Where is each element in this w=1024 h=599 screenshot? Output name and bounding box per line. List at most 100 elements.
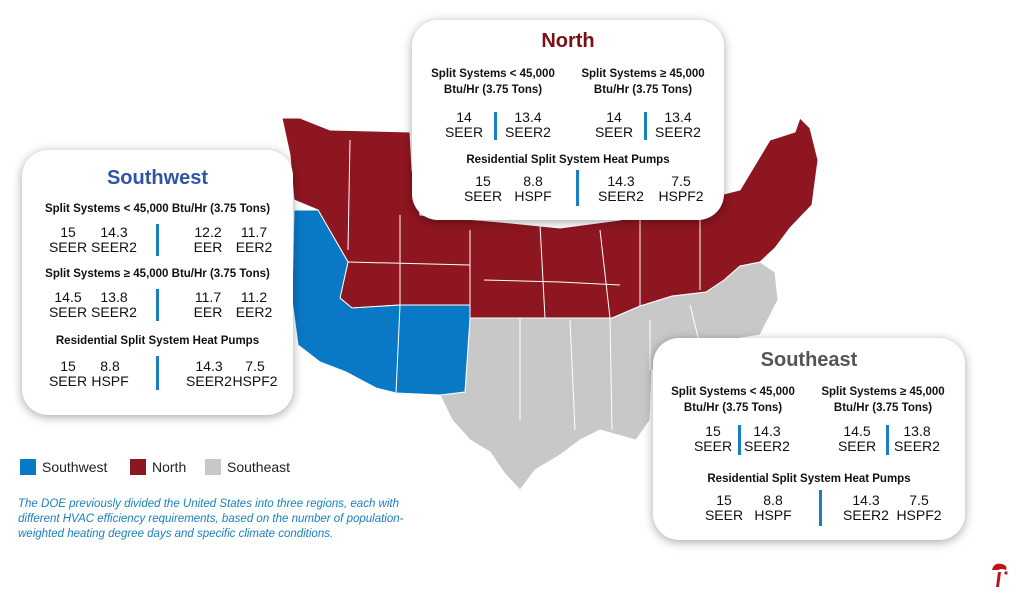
value-unit: SEER (704, 507, 744, 523)
value-unit: SEER (444, 124, 484, 140)
southeast-left-header-line1: Split Systems < 45,000 (671, 386, 795, 398)
north-hp-value-4: 7.5 HSPF2 (652, 174, 710, 204)
southeast-left-value-2: 14.3 SEER2 (741, 424, 793, 454)
value-number: 14.5 (843, 423, 871, 439)
southeast-card: Southeast Split Systems < 45,000 Btu/Hr … (653, 338, 965, 540)
southwest-s3-value-1: 15 SEER (44, 359, 92, 389)
southwest-s3-value-2: 8.8 HSPF (84, 359, 136, 389)
value-number: 14.3 (852, 492, 880, 508)
southwest-section-3-header: Residential Split System Heat Pumps (55, 335, 260, 347)
legend-item-southeast: Southeast (205, 458, 290, 476)
legend-label: Southwest (42, 459, 108, 475)
value-number: 12.2 (194, 224, 222, 240)
value-unit: EER (193, 304, 223, 320)
value-unit: SEER2 (598, 188, 644, 204)
southwest-s2-divider (156, 289, 159, 321)
value-unit: SEER (48, 239, 88, 255)
value-unit: SEER2 (505, 124, 551, 140)
legend-label: North (152, 459, 187, 475)
value-unit: HSPF2 (658, 188, 704, 204)
value-number: 13.4 (514, 109, 542, 125)
value-unit: SEER (48, 373, 88, 389)
value-unit: EER (193, 239, 223, 255)
southwest-s1-value-4: 11.7 EER2 (230, 225, 278, 255)
value-number: 14 (606, 109, 622, 125)
value-unit: SEER2 (91, 239, 137, 255)
value-unit: HSPF (514, 188, 552, 204)
southeast-hp-value-2: 8.8 HSPF (747, 493, 799, 523)
southeast-right-header: Split Systems ≥ 45,000 Btu/Hr (3.75 Tons… (809, 384, 957, 416)
southeast-hp-value-3: 14.3 SEER2 (837, 493, 895, 523)
southeast-hp-value-4: 7.5 HSPF2 (889, 493, 949, 523)
southwest-s2-value-3: 11.7 EER (184, 290, 232, 320)
footnote: The DOE previously divided the United St… (18, 498, 404, 540)
value-number: 14.5 (54, 289, 82, 305)
north-left-header-line2: Btu/Hr (3.75 Tons) (443, 84, 543, 96)
value-number: 11.2 (240, 289, 268, 305)
north-right-divider (644, 112, 647, 140)
value-number: 8.8 (100, 358, 120, 374)
value-number: 14 (456, 109, 472, 125)
value-number: 15 (60, 358, 76, 374)
north-left-value-1: 14 SEER (436, 110, 492, 140)
value-unit: HSPF (754, 507, 792, 523)
north-hp-value-3: 14.3 SEER2 (592, 174, 650, 204)
north-swatch (130, 459, 146, 475)
value-unit: HSPF (91, 373, 129, 389)
value-unit: SEER (693, 438, 733, 454)
value-number: 7.5 (909, 492, 929, 508)
southwest-section-1-header: Split Systems < 45,000 Btu/Hr (3.75 Tons… (44, 203, 271, 215)
southeast-right-header-line2: Btu/Hr (3.75 Tons) (833, 402, 933, 414)
southwest-s2-value-1: 14.5 SEER (44, 290, 92, 320)
north-left-header-line1: Split Systems < 45,000 (431, 68, 555, 80)
legend-item-north: North (130, 458, 186, 476)
value-number: 7.5 (671, 173, 691, 189)
value-number: 14.3 (753, 423, 781, 439)
southwest-s2-value-2: 13.8 SEER2 (86, 290, 142, 320)
southwest-s1-value-3: 12.2 EER (184, 225, 232, 255)
value-number: 7.5 (245, 358, 265, 374)
value-number: 11.7 (194, 289, 222, 305)
southwest-card: Southwest Split Systems < 45,000 Btu/Hr … (22, 150, 293, 415)
southeast-left-value-1: 15 SEER (689, 424, 737, 454)
north-right-value-2: 13.4 SEER2 (650, 110, 706, 140)
value-unit: HSPF2 (232, 373, 278, 389)
southeast-right-header-line1: Split Systems ≥ 45,000 (821, 386, 945, 398)
north-right-header-line2: Btu/Hr (3.75 Tons) (593, 84, 693, 96)
value-number: 14.3 (195, 358, 223, 374)
southeast-title: Southeast (760, 349, 858, 371)
southwest-s3-value-4: 7.5 HSPF2 (228, 359, 282, 389)
southeast-left-header: Split Systems < 45,000 Btu/Hr (3.75 Tons… (659, 384, 807, 416)
north-hp-value-1: 15 SEER (458, 174, 508, 204)
southeast-hp-value-1: 15 SEER (699, 493, 749, 523)
legend-item-southwest: Southwest (20, 458, 107, 476)
value-unit: HSPF2 (896, 507, 942, 523)
value-unit: SEER2 (894, 438, 940, 454)
southeast-right-value-1: 14.5 SEER (831, 424, 883, 454)
north-right-value-1: 14 SEER (586, 110, 642, 140)
southwest-s1-divider (156, 224, 159, 256)
north-card: North Split Systems < 45,000 Btu/Hr (3.7… (412, 20, 724, 220)
north-left-value-2: 13.4 SEER2 (500, 110, 556, 140)
southeast-right-divider (886, 425, 889, 455)
value-unit: EER2 (235, 239, 273, 255)
legend-label: Southeast (227, 459, 291, 475)
value-unit: SEER2 (186, 373, 232, 389)
north-left-divider (494, 112, 497, 140)
value-unit: SEER2 (744, 438, 790, 454)
southwest-s3-divider (156, 356, 159, 390)
north-hp-value-2: 8.8 HSPF (508, 174, 558, 204)
southeast-right-value-2: 13.8 SEER2 (889, 424, 945, 454)
southeast-swatch (205, 459, 221, 475)
north-right-header-line1: Split Systems ≥ 45,000 (581, 68, 705, 80)
southwest-title: Southwest (106, 167, 209, 189)
value-number: 15 (60, 224, 76, 240)
value-number: 15 (705, 423, 721, 439)
southwest-s2-value-4: 11.2 EER2 (230, 290, 278, 320)
southwest-swatch (20, 459, 36, 475)
value-unit: SEER (48, 304, 88, 320)
north-hp-divider (576, 170, 579, 206)
southwest-section-2-header: Split Systems ≥ 45,000 Btu/Hr (3.75 Tons… (45, 268, 270, 280)
value-number: 11.7 (240, 224, 268, 240)
value-unit: SEER (463, 188, 503, 204)
